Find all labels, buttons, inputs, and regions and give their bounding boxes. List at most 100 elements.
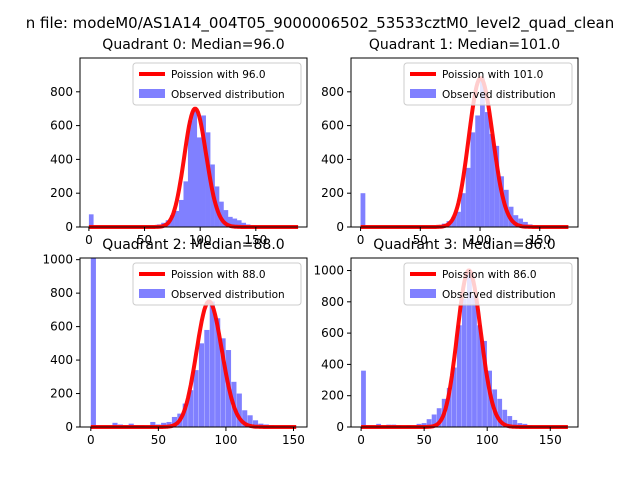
x-tick-label: 150 bbox=[539, 433, 562, 447]
y-tick-label: 1000 bbox=[42, 253, 73, 267]
histogram-bar bbox=[360, 193, 366, 227]
histogram-bar bbox=[470, 132, 476, 227]
y-tick-label: 800 bbox=[50, 85, 73, 99]
legend-box bbox=[403, 62, 573, 106]
histogram-bar bbox=[171, 416, 178, 427]
axes-frame bbox=[79, 57, 308, 228]
x-tick-label: 100 bbox=[214, 433, 237, 447]
x-tick-label: 50 bbox=[151, 433, 166, 447]
y-tick-label: 200 bbox=[321, 389, 344, 403]
histogram-bar bbox=[223, 210, 229, 227]
legend-poisson-label: Poission with 101.0 bbox=[442, 69, 543, 81]
panel-quadrant-2: 0 50 100 150 0 200 400 600 800 1000 Poission with … bbox=[42, 237, 308, 447]
histogram-bar bbox=[205, 132, 211, 227]
histogram-bar bbox=[523, 221, 528, 227]
x-tick-label: 150 bbox=[244, 233, 267, 247]
legend-poisson-label: Poission with 86.0 bbox=[442, 269, 537, 281]
histogram-bar bbox=[482, 340, 487, 427]
panel-quadrant-3: 0 50 100 150 0 200 400 600 800 1000 Poission with … bbox=[313, 237, 579, 447]
histogram-bar bbox=[236, 393, 242, 427]
y-tick-label: 600 bbox=[321, 119, 344, 133]
histogram-bar bbox=[182, 403, 188, 427]
histogram-bar bbox=[436, 408, 442, 427]
legend: Poission with 101.0 Observed distribution bbox=[403, 62, 573, 106]
histogram-bar bbox=[209, 301, 215, 427]
panel-quadrant-0: 0 50 100 150 0 200 400 600 800 Poission with 96.0… bbox=[50, 37, 308, 247]
histogram-bar bbox=[499, 176, 504, 227]
panel-title: Quadrant 3: Median=86.0 bbox=[373, 237, 555, 253]
legend-poisson-label: Poission with 96.0 bbox=[171, 69, 266, 81]
histogram-bar bbox=[460, 193, 466, 227]
y-tick-label: 800 bbox=[50, 286, 73, 300]
histogram-bar bbox=[215, 318, 221, 427]
histogram-bar bbox=[220, 338, 226, 427]
histogram-bar bbox=[192, 108, 198, 227]
histogram-bar bbox=[426, 419, 432, 427]
histogram-bar bbox=[502, 409, 508, 427]
histogram-bar bbox=[247, 415, 253, 427]
histogram-bar bbox=[484, 112, 490, 227]
histogram-bar bbox=[193, 370, 199, 427]
y-tick-label: 400 bbox=[50, 353, 73, 367]
histogram-bar bbox=[170, 215, 175, 227]
histogram-bar bbox=[446, 387, 452, 427]
histogram-bar bbox=[456, 325, 462, 427]
histogram-bar bbox=[236, 220, 242, 227]
panel-title: Quadrant 0: Median=96.0 bbox=[102, 37, 284, 53]
histogram-bar bbox=[518, 218, 524, 227]
histogram-bar bbox=[512, 419, 518, 427]
histogram-bar bbox=[187, 120, 193, 227]
y-tick-label: 200 bbox=[321, 186, 344, 200]
figure-title: n file: modeM0/AS1A14_004T05_9000006502_… bbox=[26, 14, 615, 33]
legend-observed-label: Observed distribution bbox=[442, 89, 556, 101]
x-tick-label: 50 bbox=[417, 433, 432, 447]
histogram-bar bbox=[467, 270, 472, 427]
legend-observed-label: Observed distribution bbox=[171, 289, 285, 301]
histogram-bar bbox=[472, 295, 477, 427]
x-tick-label: 50 bbox=[413, 233, 428, 247]
histogram-bar bbox=[431, 414, 437, 427]
x-tick-label: 0 bbox=[87, 433, 95, 447]
histogram-bar bbox=[507, 416, 513, 427]
y-tick-label: 600 bbox=[50, 320, 73, 334]
histogram-bar bbox=[150, 421, 156, 427]
y-tick-label: 200 bbox=[50, 186, 73, 200]
y-tick-label: 400 bbox=[321, 357, 344, 371]
y-tick-label: 800 bbox=[321, 295, 344, 309]
histogram-bar bbox=[88, 214, 94, 227]
legend-observed-swatch bbox=[410, 89, 436, 98]
histogram-bar bbox=[456, 211, 461, 227]
histogram-bar bbox=[232, 218, 238, 227]
histogram-bar bbox=[513, 215, 519, 227]
y-tick-label: 400 bbox=[321, 152, 344, 166]
y-tick-label: 0 bbox=[336, 220, 344, 234]
histogram-bar bbox=[166, 421, 172, 427]
histogram-bar bbox=[361, 370, 366, 427]
x-tick-label: 0 bbox=[357, 433, 365, 447]
panel-title: Quadrant 1: Median=101.0 bbox=[369, 37, 560, 53]
panel-title: Quadrant 2: Median=88.0 bbox=[102, 237, 284, 253]
legend-observed-swatch bbox=[139, 289, 165, 298]
y-tick-label: 0 bbox=[65, 420, 73, 434]
legend-box bbox=[132, 62, 302, 106]
panel-quadrant-1: 0 50 100 150 0 200 400 600 800 Poission with 101.… bbox=[321, 37, 579, 247]
legend: Poission with 88.0 Observed distribution bbox=[132, 262, 302, 306]
histogram-bar bbox=[183, 181, 189, 227]
histogram-bar bbox=[241, 222, 247, 227]
legend: Poission with 86.0 Observed distribution bbox=[403, 262, 573, 306]
axes-frame bbox=[350, 257, 579, 428]
legend-observed-swatch bbox=[410, 289, 436, 298]
histogram-bar bbox=[112, 422, 118, 427]
histogram-bar bbox=[219, 201, 224, 227]
axes-frame bbox=[79, 257, 308, 428]
x-tick-label: 100 bbox=[476, 433, 499, 447]
histogram-bar bbox=[188, 390, 194, 427]
y-tick-label: 0 bbox=[65, 220, 73, 234]
x-tick-label: 100 bbox=[189, 233, 212, 247]
y-tick-label: 400 bbox=[50, 152, 73, 166]
histogram-bar bbox=[201, 115, 206, 227]
legend: Poission with 96.0 Observed distribution bbox=[132, 62, 302, 106]
x-tick-label: 50 bbox=[137, 233, 152, 247]
x-tick-label: 150 bbox=[282, 433, 305, 447]
